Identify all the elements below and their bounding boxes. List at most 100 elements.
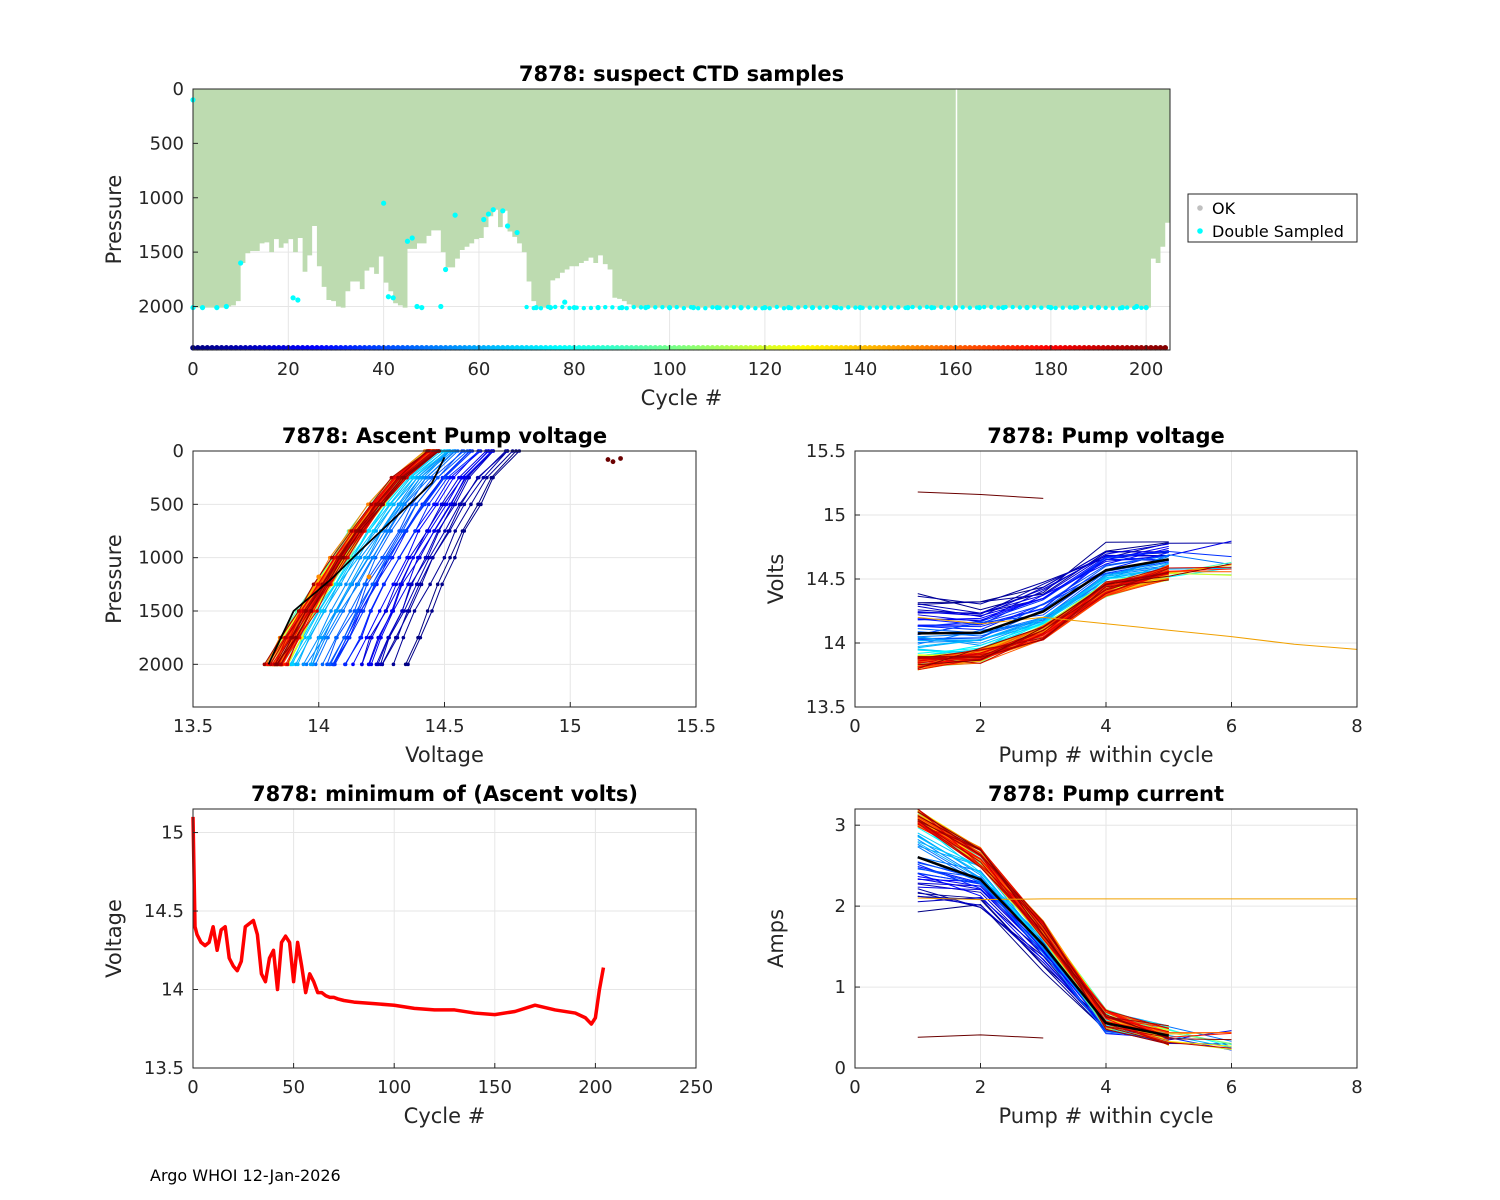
- cycle-color-point: [790, 345, 797, 351]
- cycle-color-point: [1033, 345, 1040, 351]
- cycle-color-point: [480, 345, 487, 351]
- reference-profile-line: [267, 457, 446, 665]
- pump-cycle-line: [917, 572, 1169, 662]
- cycle-color-point: [814, 345, 821, 351]
- double-sampled-point: [810, 305, 815, 311]
- ascent-sample-point: [462, 529, 467, 533]
- ctd-panel: 0 20 40 60 80 100 120 140 160 180 2000500100015002…: [102, 62, 1358, 410]
- cycle-color-point: [671, 345, 678, 351]
- cycle-color-point: [695, 345, 701, 351]
- double-sampled-point: [562, 299, 568, 305]
- cycle-color-point: [590, 345, 597, 351]
- cycle-color-point: [337, 345, 344, 351]
- ascent-sample-point: [319, 609, 324, 613]
- double-sampled-point: [1074, 305, 1080, 310]
- double-sampled-point: [788, 305, 794, 311]
- double-sampled-point: [1117, 306, 1123, 311]
- cycle-color-point: [466, 345, 473, 351]
- x-tick-label: 180: [1034, 359, 1068, 380]
- axes-frame: 0 50 100 150 200 250 13.5 14 14.5 15 7878: minimum…: [102, 782, 713, 1128]
- ascent-sample-point: [329, 609, 333, 613]
- ascent-sample-point: [396, 475, 400, 480]
- ascent-sample-point: [426, 502, 431, 507]
- cycle-color-point: [1005, 345, 1011, 351]
- ascent-sample-point: [309, 609, 313, 613]
- pump-cycle-line: [917, 563, 1232, 666]
- ascent-sample-point: [334, 635, 338, 640]
- ascent-sample-point: [341, 609, 346, 613]
- x-tick-label: 4: [1100, 1077, 1111, 1098]
- ascent-sample-point: [355, 529, 360, 533]
- ascent-sample-point: [418, 635, 423, 640]
- outlier-point: [610, 459, 616, 465]
- plot-content: [917, 491, 1358, 671]
- ascent-sample-point: [360, 662, 364, 667]
- axes-frame: 0 20 40 60 80 100 120 140 160 180 2000500100015002…: [102, 62, 1171, 410]
- cycle-color-point: [242, 345, 249, 351]
- ascent-sample-point: [449, 502, 453, 507]
- ascent-sample-point: [397, 555, 402, 560]
- cycle-color-point: [700, 345, 706, 351]
- double-sampled-point: [939, 304, 944, 310]
- cycle-color-point: [957, 345, 964, 351]
- cycle-color-point: [781, 345, 787, 351]
- cycle-color-point: [728, 345, 735, 351]
- ascent-sample-point: [311, 582, 316, 587]
- double-sampled-point: [390, 295, 396, 301]
- y-axis-label: Pressure: [102, 534, 126, 624]
- cycle-color-point: [871, 345, 878, 351]
- ascent-sample-point: [296, 662, 300, 667]
- ascent-sample-point: [394, 582, 399, 587]
- plot-content: [191, 816, 606, 1026]
- ascent-pump-voltage-panel: 13.5 14 14.5 15 15.5 0 500 1000 1500 2000 7878: As…: [102, 424, 716, 767]
- cycle-color-point: [943, 345, 949, 351]
- ascent-sample-point: [476, 502, 480, 507]
- ascent-sample-point: [390, 609, 394, 613]
- double-sampled-point: [538, 305, 544, 311]
- double-sampled-point: [500, 208, 506, 214]
- double-sampled-point: [1067, 305, 1073, 310]
- cycle-color-point: [528, 345, 535, 351]
- cycle-color-point: [1090, 345, 1097, 351]
- cycle-color-point: [847, 345, 854, 351]
- cycle-color-point: [909, 345, 916, 351]
- cycle-color-point: [947, 345, 954, 351]
- cycle-color-point: [866, 345, 873, 351]
- cycle-color-point: [647, 345, 654, 351]
- pump-cycle-line: [917, 811, 1232, 1041]
- double-sampled-point: [910, 304, 915, 310]
- x-tick-label: 120: [748, 359, 782, 380]
- cycle-color-point: [704, 345, 711, 351]
- ascent-sample-point: [369, 635, 374, 640]
- double-sampled-point: [290, 295, 296, 301]
- cycle-color-point: [552, 345, 559, 351]
- double-sampled-point: [1143, 304, 1149, 311]
- legend-label: OK: [1212, 199, 1236, 218]
- minimum-ascent-volts-panel: 0 50 100 150 200 250 13.5 14 14.5 15 7878: minimum…: [102, 782, 713, 1128]
- double-sampled-point: [560, 304, 565, 310]
- x-tick-label: 8: [1351, 1077, 1362, 1098]
- cycle-color-point: [1133, 345, 1140, 351]
- cycle-color-point: [723, 345, 730, 351]
- cycle-color-point: [800, 345, 806, 351]
- cycle-color-point: [561, 345, 568, 351]
- x-tick-label: 60: [467, 359, 490, 380]
- cycle-color-point: [1014, 345, 1021, 351]
- cycle-color-point: [433, 345, 439, 351]
- cycle-color-point: [194, 345, 201, 351]
- ascent-sample-point: [290, 662, 295, 667]
- cycle-color-point: [438, 345, 444, 351]
- cycle-color-point: [399, 345, 406, 351]
- ascent-sample-point: [313, 662, 318, 667]
- ascent-sample-point: [402, 475, 407, 480]
- ascent-sample-point: [374, 662, 379, 667]
- ascent-sample-point: [442, 555, 447, 560]
- ascent-sample-point: [371, 555, 376, 560]
- cycle-color-point: [619, 345, 625, 351]
- double-sampled-point: [924, 304, 930, 310]
- y-tick-label: 0: [173, 441, 184, 462]
- special-series-line: [917, 616, 1358, 650]
- cycle-color-point: [895, 345, 902, 351]
- cycle-color-point: [309, 345, 315, 351]
- cycle-color-point: [938, 345, 945, 351]
